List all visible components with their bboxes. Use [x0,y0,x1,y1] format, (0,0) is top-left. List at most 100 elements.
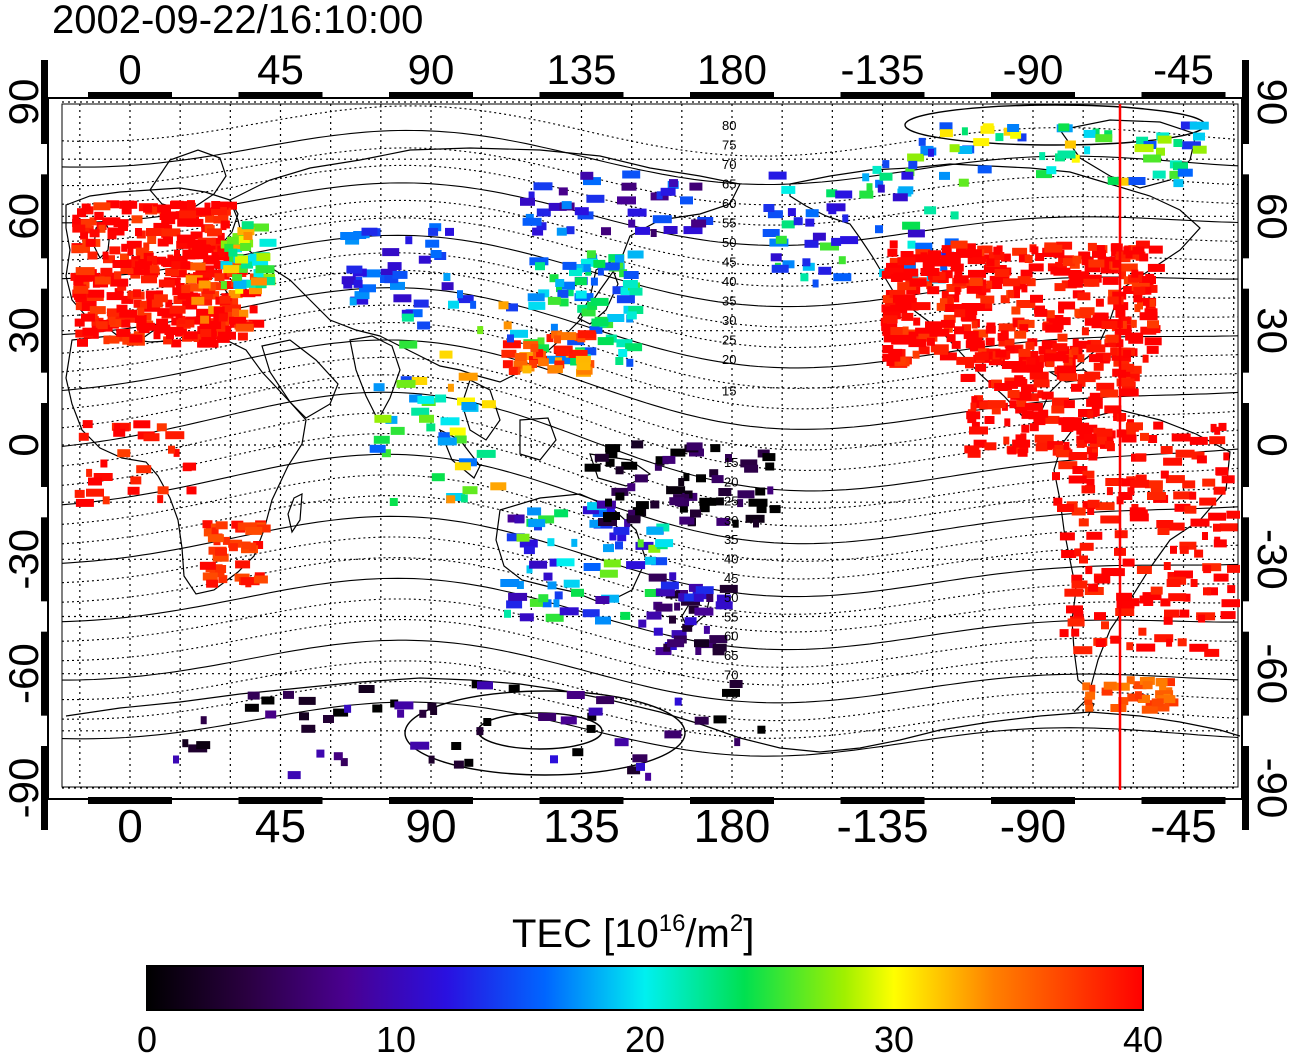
tec-cell [994,269,1010,277]
coastlines [65,119,1240,753]
tec-cell [666,486,686,495]
tec-cell [634,474,648,483]
right-lat-label: 60 [1249,193,1292,240]
tec-cell [1156,147,1165,156]
tec-cell [1071,628,1080,637]
tec-cell [1034,308,1048,317]
tec-cell [1015,281,1026,290]
tec-cell [994,383,1013,391]
tec-cell [678,593,685,602]
tec-cell [1082,470,1095,479]
tec-cell [173,296,187,304]
tec-cell [1063,441,1070,450]
tec-cell [191,296,205,305]
tec-cell [1221,475,1235,484]
tec-cell [248,319,265,328]
left-lat-label: 90 [0,79,47,126]
tec-cell [628,509,636,518]
tec-cell [1019,324,1029,333]
tec-cell [737,490,755,499]
tec-cell [1062,354,1069,363]
tec-cell [680,196,693,205]
tec-cell [374,414,392,423]
tec-cell [1139,253,1149,262]
tec-cell [550,755,558,764]
tec-cell [171,339,182,348]
tec-cell [1164,609,1179,618]
tec-cell [233,280,247,289]
tec-cell [362,269,381,278]
tec-cell [804,239,819,248]
tec-cell [245,526,263,535]
tec-cell [966,411,981,420]
tec-cell [930,344,949,353]
tec-cell [249,253,257,262]
tec-cell [800,273,809,282]
tec-cell [1004,418,1011,427]
tec-cell [522,365,532,374]
tec-cell [1079,307,1095,316]
tec-cell [1203,565,1212,574]
tec-cell [615,254,624,263]
tec-cell [611,487,629,496]
tec-cell [596,696,615,705]
tec-cell [904,302,919,311]
tec-cell [971,320,978,329]
tec-cell [200,716,207,725]
tec-cell [603,559,621,568]
tec-cell [441,282,454,291]
tec-cell [1116,429,1136,438]
tec-cell [965,360,974,369]
tec-cell [1018,348,1031,357]
tec-cell [1076,271,1090,280]
tec-cell [218,313,228,322]
tec-cell [1194,549,1204,558]
tec-cell [1014,391,1032,400]
tec-cell [1104,405,1122,414]
tec-cell [231,520,244,529]
tec-cell [217,249,225,258]
tec-cell [410,741,430,750]
tec-cell [650,229,657,237]
tec-cell [616,339,633,348]
tec-cell [102,272,122,281]
tec-cell [399,340,418,349]
tec-cell [1077,378,1086,387]
tec-cell [1132,246,1145,255]
contour-label: 80 [722,118,736,133]
tec-cell [207,228,222,237]
tec-cell [536,222,547,231]
tec-cell [346,265,363,274]
tec-cell [211,237,223,246]
tec-cell [771,264,789,273]
tec-cell [974,395,983,404]
tec-cell [1101,621,1109,630]
tec-cell [626,561,646,570]
tec-cell [1079,555,1088,564]
tec-cell [1169,170,1180,179]
tec-cell [186,486,197,495]
tec-cell [1086,531,1103,540]
top-lon-label: -90 [1003,46,1064,93]
tec-cell [75,267,95,276]
tec-cell [516,533,530,542]
tec-cell [679,593,697,602]
tec-cell [1121,434,1137,443]
tec-cell [157,486,169,495]
india-coast [349,335,401,422]
tec-cell [140,300,147,309]
tec-cell [576,366,593,375]
tec-cell [1138,695,1150,703]
right-lat-label: 90 [1249,79,1292,126]
tec-cell [243,232,253,240]
tec-cell [995,133,1004,142]
tec-cell [712,647,725,656]
tec-cell [1084,433,1102,442]
tec-cell [1204,648,1220,657]
tec-cell [605,444,621,453]
tec-cell [893,272,913,281]
tec-cell [203,528,212,537]
tec-cell [1055,449,1069,457]
tec-cell [372,704,383,713]
tec-cell [157,495,164,504]
